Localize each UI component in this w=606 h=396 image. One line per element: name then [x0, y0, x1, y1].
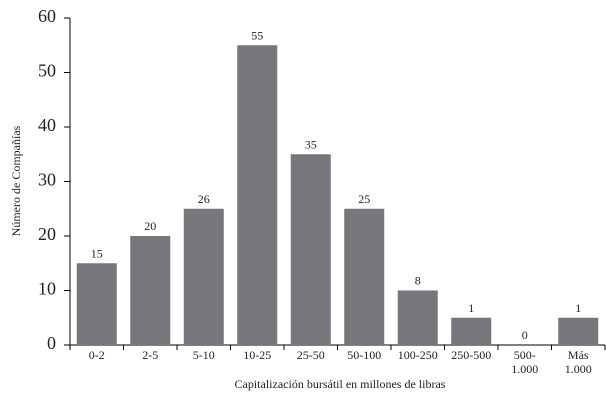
x-tick-label: 100-250: [398, 348, 438, 362]
x-tick-label: 25-50: [297, 348, 325, 362]
bar: [237, 45, 278, 345]
bar-annotation: 55: [251, 28, 263, 42]
x-axis-label: Capitalización bursátil en millones de l…: [235, 377, 446, 391]
bar: [397, 290, 438, 345]
bar-annotation: 25: [358, 192, 370, 206]
x-tick-label: 500-1.000: [511, 348, 538, 376]
bar: [344, 208, 385, 345]
y-tick-label: 20: [38, 224, 56, 244]
bar-annotation: 26: [198, 192, 210, 206]
x-tick-label: 0-2: [89, 348, 105, 362]
x-tick-label: 250-500: [451, 348, 491, 362]
bar: [290, 154, 331, 345]
bar-annotation: 0: [522, 328, 528, 342]
bar-annotation: 15: [91, 246, 103, 260]
y-tick-label: 10: [38, 279, 56, 299]
y-tick-label: 60: [38, 6, 56, 26]
bar-annotation: 8: [415, 274, 421, 288]
x-tick-label: 50-100: [347, 348, 381, 362]
x-tick-label: Más 1.000: [565, 348, 592, 376]
bar: [451, 317, 492, 345]
bar-annotation: 35: [305, 137, 317, 151]
x-tick-label: 5-10: [193, 348, 215, 362]
y-tick-label: 0: [47, 333, 56, 353]
bar-annotation: 1: [468, 301, 474, 315]
bar: [130, 236, 171, 345]
bar: [558, 317, 599, 345]
y-axis-label: Número de Compañías: [9, 125, 23, 236]
x-tick-label: 10-25: [243, 348, 271, 362]
y-tick-label: 30: [38, 170, 56, 190]
x-tick-label: 2-5: [142, 348, 158, 362]
y-tick-label: 40: [38, 115, 56, 135]
y-tick-label: 50: [38, 61, 56, 81]
bar: [183, 208, 224, 345]
bar-annotation: 20: [144, 219, 156, 233]
bar-annotation: 1: [575, 301, 581, 315]
bar: [76, 263, 117, 345]
